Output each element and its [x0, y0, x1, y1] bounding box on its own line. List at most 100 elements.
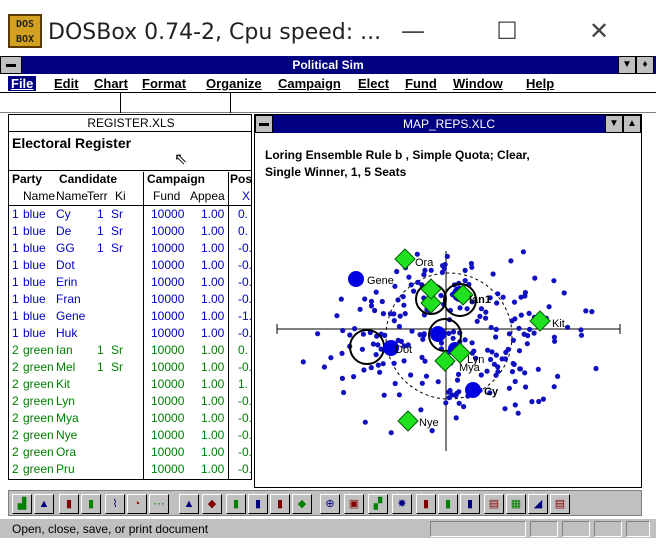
row-party-num[interactable]: 2: [12, 428, 19, 442]
row-party[interactable]: green: [23, 343, 54, 357]
toolbar-button-icon[interactable]: ▟: [12, 494, 32, 514]
row-pos[interactable]: -0.: [238, 394, 252, 408]
row-pos[interactable]: -0.: [238, 275, 252, 289]
row-candidate[interactable]: Erin: [56, 275, 78, 289]
row-pos[interactable]: -0.: [238, 411, 252, 425]
row-party-num[interactable]: 1: [12, 207, 19, 221]
row-candidate[interactable]: GG: [56, 241, 75, 255]
row-pos[interactable]: -0.: [238, 445, 252, 459]
toolbar-button-icon[interactable]: ⌇: [105, 494, 125, 514]
toolbar-button-icon[interactable]: ⋯: [149, 494, 169, 514]
row-appeal[interactable]: 1.00: [201, 258, 225, 272]
row-fund[interactable]: 10000: [151, 377, 185, 391]
row-pos[interactable]: 0.: [238, 343, 249, 357]
toolbar-button-icon[interactable]: ◔: [127, 494, 147, 514]
row-party-num[interactable]: 1: [12, 292, 19, 306]
row-party-num[interactable]: 2: [12, 394, 19, 408]
row-term[interactable]: 1: [97, 360, 104, 374]
map-system-icon[interactable]: ▬: [255, 115, 273, 133]
row-kind[interactable]: Sr: [111, 224, 123, 238]
row-party[interactable]: blue: [23, 326, 46, 340]
row-party[interactable]: green: [23, 377, 54, 391]
row-candidate[interactable]: Dot: [56, 258, 75, 272]
row-pos[interactable]: -0.: [238, 241, 252, 255]
row-fund[interactable]: 10000: [151, 326, 185, 340]
row-party-num[interactable]: 2: [12, 343, 19, 357]
row-party[interactable]: green: [23, 360, 54, 374]
row-appeal[interactable]: 1.00: [201, 445, 225, 459]
toolbar-button-icon[interactable]: ▤: [550, 494, 570, 514]
close-button[interactable]: ✕: [588, 17, 610, 45]
map-minimize-icon[interactable]: ▼: [605, 115, 623, 133]
row-party[interactable]: blue: [23, 292, 46, 306]
toolbar-button-icon[interactable]: ▦: [506, 494, 526, 514]
map-chart-window[interactable]: ▬ MAP_REPS.XLC ▼ ▲ Loring Ensemble Rule …: [254, 114, 642, 488]
row-appeal[interactable]: 1.00: [201, 309, 225, 323]
row-kind[interactable]: Sr: [111, 207, 123, 221]
row-candidate[interactable]: Huk: [56, 326, 78, 340]
menu-organize[interactable]: Organize: [206, 76, 262, 91]
row-party-num[interactable]: 1: [12, 241, 19, 255]
menu-file[interactable]: File: [8, 76, 37, 91]
row-pos[interactable]: -0.: [238, 258, 252, 272]
row-pos[interactable]: -0.: [238, 326, 252, 340]
row-fund[interactable]: 10000: [151, 428, 185, 442]
row-appeal[interactable]: 1.00: [201, 207, 225, 221]
row-appeal[interactable]: 1.00: [201, 360, 225, 374]
row-kind[interactable]: Sr: [111, 343, 123, 357]
row-party[interactable]: blue: [23, 224, 46, 238]
toolbar-button-icon[interactable]: ⊕: [320, 494, 340, 514]
toolbar-button-icon[interactable]: ◆: [202, 494, 222, 514]
row-fund[interactable]: 10000: [151, 224, 185, 238]
row-party-num[interactable]: 1: [12, 275, 19, 289]
row-candidate[interactable]: Pru: [56, 462, 75, 476]
menu-window[interactable]: Window: [453, 76, 503, 91]
toolbar-button-icon[interactable]: ▮: [81, 494, 101, 514]
register-title[interactable]: REGISTER.XLS: [9, 115, 251, 132]
row-fund[interactable]: 10000: [151, 343, 185, 357]
formula-bar[interactable]: [0, 93, 656, 113]
row-party[interactable]: green: [23, 394, 54, 408]
row-candidate[interactable]: Gene: [56, 309, 86, 323]
row-fund[interactable]: 10000: [151, 275, 185, 289]
row-fund[interactable]: 10000: [151, 360, 185, 374]
row-candidate[interactable]: De: [56, 224, 72, 238]
toolbar-button-icon[interactable]: ▮: [59, 494, 79, 514]
toolbar-button-icon[interactable]: ▮: [248, 494, 268, 514]
row-term[interactable]: 1: [97, 207, 104, 221]
window-titlebar[interactable]: DOS BOX DOSBox 0.74-2, Cpu speed: ... — ☐…: [0, 0, 656, 56]
row-party[interactable]: blue: [23, 309, 46, 323]
row-candidate[interactable]: Mya: [56, 411, 79, 425]
menu-help[interactable]: Help: [526, 76, 555, 91]
row-party-num[interactable]: 2: [12, 411, 19, 425]
row-appeal[interactable]: 1.00: [201, 462, 225, 476]
row-appeal[interactable]: 1.00: [201, 411, 225, 425]
row-fund[interactable]: 10000: [151, 241, 185, 255]
row-fund[interactable]: 10000: [151, 394, 185, 408]
menu-chart[interactable]: Chart: [94, 76, 128, 91]
row-candidate[interactable]: Ora: [56, 445, 77, 459]
menu-elect[interactable]: Elect: [358, 76, 390, 91]
row-appeal[interactable]: 1.00: [201, 224, 225, 238]
row-appeal[interactable]: 1.00: [201, 394, 225, 408]
row-term[interactable]: 1: [97, 343, 104, 357]
toolbar-button-icon[interactable]: ▞: [368, 494, 388, 514]
row-candidate[interactable]: Lyn: [56, 394, 75, 408]
row-party[interactable]: blue: [23, 258, 46, 272]
row-pos[interactable]: -0.: [238, 428, 252, 442]
row-kind[interactable]: Sr: [111, 241, 123, 255]
row-party[interactable]: green: [23, 462, 54, 476]
row-fund[interactable]: 10000: [151, 207, 185, 221]
row-party-num[interactable]: 1: [12, 326, 19, 340]
row-candidate[interactable]: Nye: [56, 428, 78, 442]
row-pos[interactable]: -0.: [238, 462, 252, 476]
toolbar-button-icon[interactable]: ▮: [226, 494, 246, 514]
row-appeal[interactable]: 1.00: [201, 343, 225, 357]
menu-edit[interactable]: Edit: [54, 76, 79, 91]
row-appeal[interactable]: 1.00: [201, 292, 225, 306]
toolbar-button-icon[interactable]: ▲: [179, 494, 199, 514]
row-candidate[interactable]: Kit: [56, 377, 71, 391]
row-candidate[interactable]: Ian: [56, 343, 73, 357]
row-term[interactable]: 1: [97, 241, 104, 255]
row-pos[interactable]: -0.: [238, 292, 252, 306]
